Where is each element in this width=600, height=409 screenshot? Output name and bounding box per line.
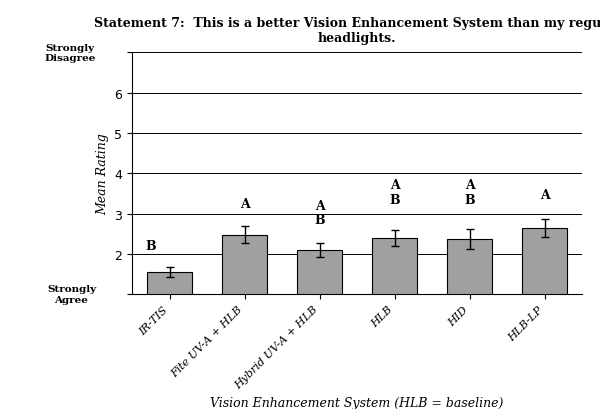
Text: A: A: [464, 179, 475, 192]
Bar: [447, 239, 492, 335]
Text: B: B: [389, 194, 400, 207]
Text: B: B: [145, 239, 156, 252]
Bar: [372, 238, 417, 335]
Text: A: A: [539, 189, 550, 202]
Y-axis label: Mean Rating: Mean Rating: [96, 133, 109, 215]
Text: B: B: [314, 214, 325, 227]
Text: A: A: [239, 198, 250, 211]
Bar: [522, 228, 567, 335]
Text: Strongly
Agree: Strongly Agree: [47, 285, 96, 304]
Bar: [297, 250, 342, 335]
X-axis label: Vision Enhancement System (HLB = baseline): Vision Enhancement System (HLB = baselin…: [211, 396, 503, 409]
Text: A: A: [389, 179, 400, 192]
Bar: [147, 272, 192, 335]
Text: B: B: [464, 194, 475, 207]
Text: A: A: [314, 199, 325, 212]
Text: Strongly
Disagree: Strongly Disagree: [44, 43, 96, 63]
Title: Statement 7:  This is a better Vision Enhancement System than my regular
headlig: Statement 7: This is a better Vision Enh…: [94, 17, 600, 45]
Bar: [222, 235, 267, 335]
